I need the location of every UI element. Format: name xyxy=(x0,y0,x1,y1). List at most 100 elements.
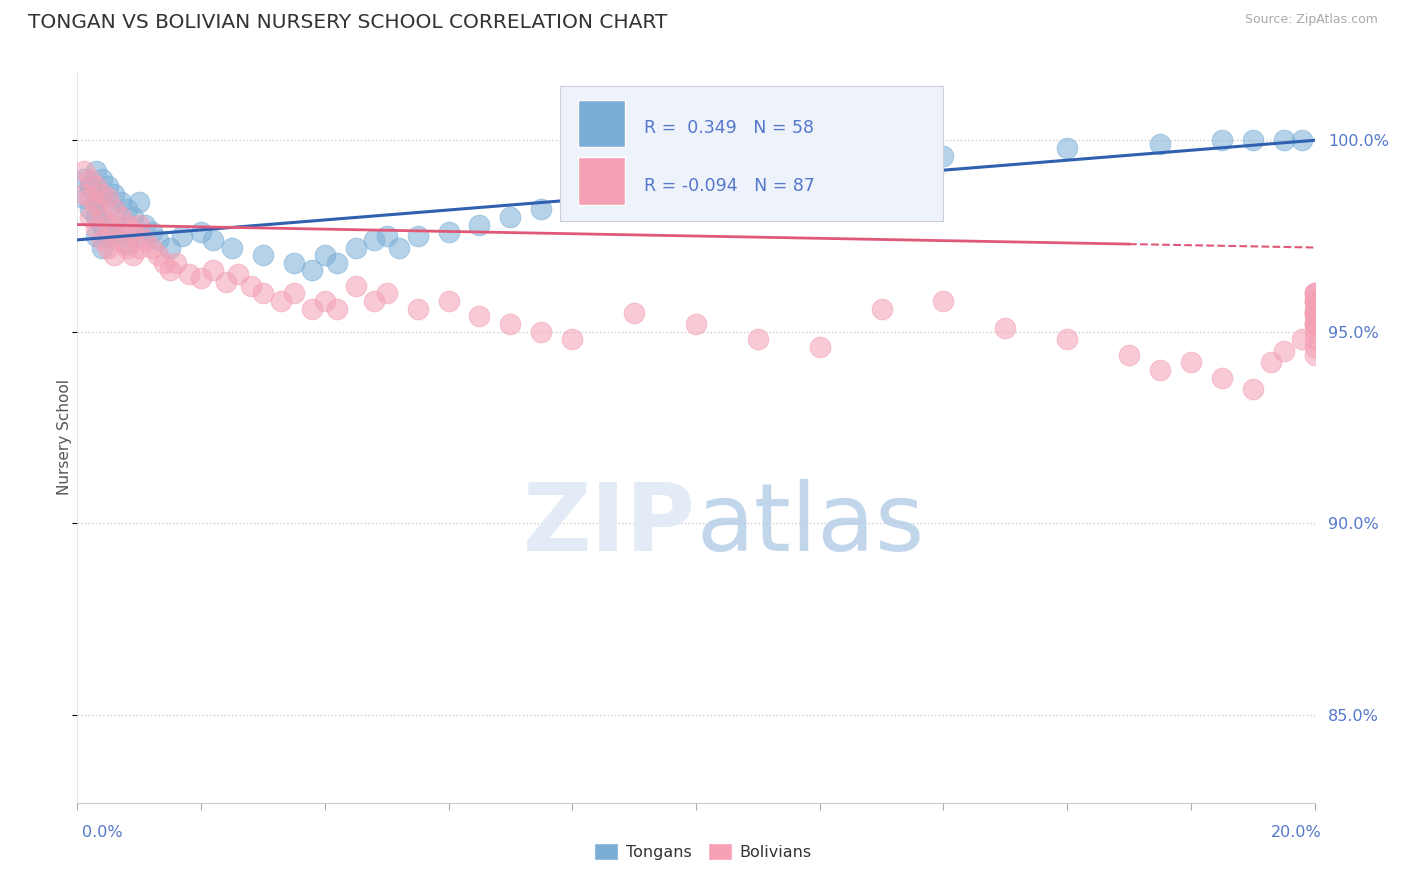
Point xyxy=(270,294,292,309)
Point xyxy=(159,263,181,277)
Text: ZIP: ZIP xyxy=(523,479,696,571)
Point xyxy=(685,317,707,331)
Point xyxy=(91,233,114,247)
Point xyxy=(388,240,411,254)
Point xyxy=(252,286,274,301)
Point xyxy=(301,263,323,277)
Point xyxy=(110,225,132,239)
Point xyxy=(128,218,150,232)
Point xyxy=(165,256,187,270)
Point xyxy=(1180,355,1202,369)
Point xyxy=(1260,355,1282,369)
Point xyxy=(122,210,145,224)
Point xyxy=(561,191,583,205)
Point xyxy=(561,333,583,347)
Point xyxy=(97,202,120,217)
Point xyxy=(84,210,107,224)
Point xyxy=(84,191,107,205)
Point xyxy=(1303,348,1326,362)
Point xyxy=(141,240,163,254)
Point xyxy=(685,171,707,186)
Point xyxy=(91,240,114,254)
Point xyxy=(91,191,114,205)
Point xyxy=(146,233,169,247)
Point xyxy=(91,171,114,186)
Point xyxy=(437,294,460,309)
Text: TONGAN VS BOLIVIAN NURSERY SCHOOL CORRELATION CHART: TONGAN VS BOLIVIAN NURSERY SCHOOL CORREL… xyxy=(28,13,668,32)
Point xyxy=(146,248,169,262)
Point xyxy=(177,268,200,282)
Point xyxy=(326,301,349,316)
Point xyxy=(932,148,955,162)
Point xyxy=(172,229,194,244)
Point xyxy=(122,225,145,239)
Point xyxy=(97,240,120,254)
Point xyxy=(747,164,769,178)
Point xyxy=(122,248,145,262)
Point xyxy=(808,340,831,354)
Point xyxy=(1241,382,1264,396)
Point xyxy=(134,218,156,232)
Point xyxy=(623,179,645,194)
Point xyxy=(72,164,94,178)
Point xyxy=(79,210,101,224)
Point xyxy=(1056,333,1078,347)
Point xyxy=(128,240,150,254)
Point xyxy=(344,240,367,254)
Point xyxy=(1303,305,1326,319)
Point xyxy=(870,301,893,316)
Point xyxy=(97,179,120,194)
Point xyxy=(159,240,181,254)
Point xyxy=(1291,133,1313,147)
Point xyxy=(344,278,367,293)
Text: Source: ZipAtlas.com: Source: ZipAtlas.com xyxy=(1244,13,1378,27)
Point xyxy=(79,171,101,186)
Point xyxy=(128,229,150,244)
Point xyxy=(499,317,522,331)
Point xyxy=(1303,340,1326,354)
Point xyxy=(221,240,243,254)
Point xyxy=(84,229,107,244)
Point xyxy=(499,210,522,224)
Point xyxy=(1303,286,1326,301)
Point xyxy=(115,240,138,254)
Point xyxy=(190,271,212,285)
Point xyxy=(110,210,132,224)
Point xyxy=(91,210,114,224)
Text: R = -0.094   N = 87: R = -0.094 N = 87 xyxy=(644,177,815,194)
Point xyxy=(747,333,769,347)
Y-axis label: Nursery School: Nursery School xyxy=(56,379,72,495)
Legend: Tongans, Bolivians: Tongans, Bolivians xyxy=(588,837,818,866)
Point xyxy=(1303,317,1326,331)
Point xyxy=(84,198,107,212)
Point xyxy=(363,233,385,247)
Point xyxy=(1118,348,1140,362)
Point xyxy=(468,310,491,324)
Point xyxy=(326,256,349,270)
Point xyxy=(103,202,125,217)
Point xyxy=(375,286,398,301)
Point xyxy=(1303,286,1326,301)
Point xyxy=(1303,317,1326,331)
Point xyxy=(530,325,553,339)
Point xyxy=(808,156,831,170)
Point xyxy=(91,218,114,232)
Point xyxy=(110,194,132,209)
Point xyxy=(72,186,94,201)
Text: 0.0%: 0.0% xyxy=(82,825,122,840)
Point xyxy=(1303,286,1326,301)
Point xyxy=(437,225,460,239)
Text: atlas: atlas xyxy=(696,479,924,571)
Point xyxy=(115,218,138,232)
Point xyxy=(363,294,385,309)
Point xyxy=(1303,294,1326,309)
FancyBboxPatch shape xyxy=(560,86,943,221)
Point xyxy=(1303,305,1326,319)
Point xyxy=(1211,133,1233,147)
Point xyxy=(153,256,176,270)
Point xyxy=(1303,305,1326,319)
Point xyxy=(1303,294,1326,309)
Point xyxy=(1303,301,1326,316)
Point xyxy=(1149,137,1171,152)
Point xyxy=(141,225,163,239)
